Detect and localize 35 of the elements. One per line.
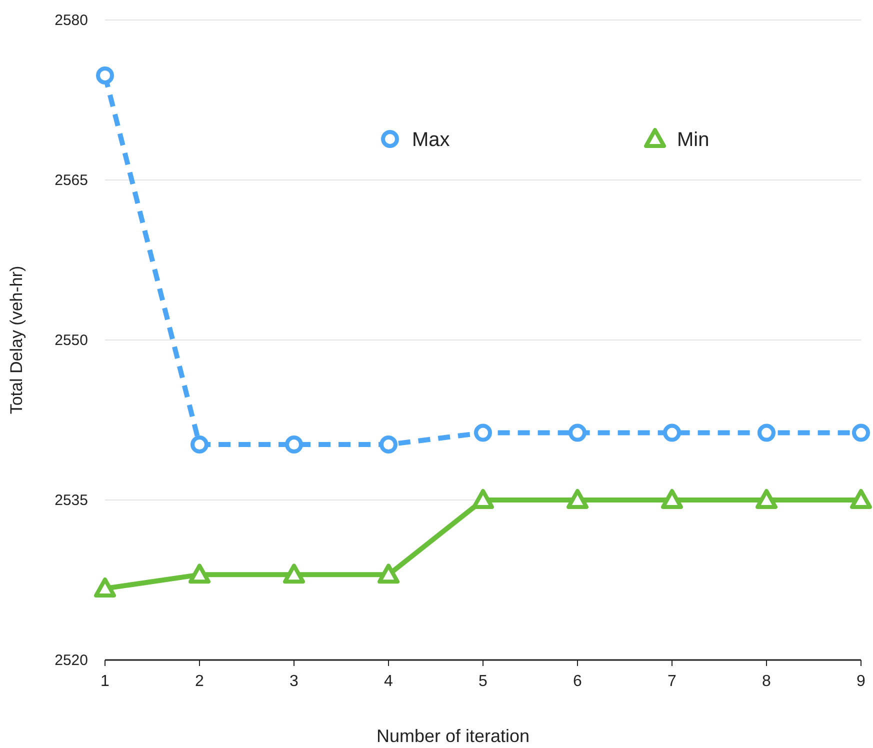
point bbox=[474, 424, 492, 442]
y-tick-label: 2535 bbox=[54, 492, 88, 509]
point bbox=[756, 489, 778, 509]
x-tick-label: 2 bbox=[195, 673, 204, 690]
point bbox=[568, 424, 586, 442]
point bbox=[380, 436, 398, 454]
point bbox=[663, 424, 681, 442]
point bbox=[661, 489, 683, 509]
point bbox=[283, 564, 305, 584]
point bbox=[378, 564, 400, 584]
point bbox=[566, 489, 588, 509]
point bbox=[188, 564, 210, 584]
point bbox=[852, 424, 870, 442]
x-tick-label: 6 bbox=[573, 673, 582, 690]
x-tick-label: 9 bbox=[856, 673, 866, 690]
x-tick-label: 3 bbox=[290, 673, 299, 690]
point bbox=[472, 489, 494, 509]
point bbox=[94, 578, 116, 598]
x-tick-label: 7 bbox=[668, 673, 677, 690]
x-tick-label: 1 bbox=[100, 673, 110, 690]
point bbox=[758, 424, 776, 442]
x-tick-label: 4 bbox=[384, 673, 394, 690]
y-axis-title: Total Delay (veh-hr) bbox=[7, 266, 26, 414]
y-tick-label: 2550 bbox=[54, 332, 88, 349]
point bbox=[285, 436, 303, 454]
legend-label: Min bbox=[677, 129, 710, 151]
y-tick-label: 2520 bbox=[54, 652, 88, 669]
x-tick-label: 5 bbox=[478, 673, 488, 690]
point bbox=[850, 489, 872, 509]
x-axis-title: Number of iteration bbox=[376, 726, 530, 746]
y-tick-label: 2565 bbox=[54, 172, 88, 189]
y-tick-label: 2580 bbox=[54, 12, 88, 29]
legend-label: Max bbox=[412, 129, 450, 151]
point bbox=[190, 436, 208, 454]
x-tick-label: 8 bbox=[762, 673, 772, 690]
